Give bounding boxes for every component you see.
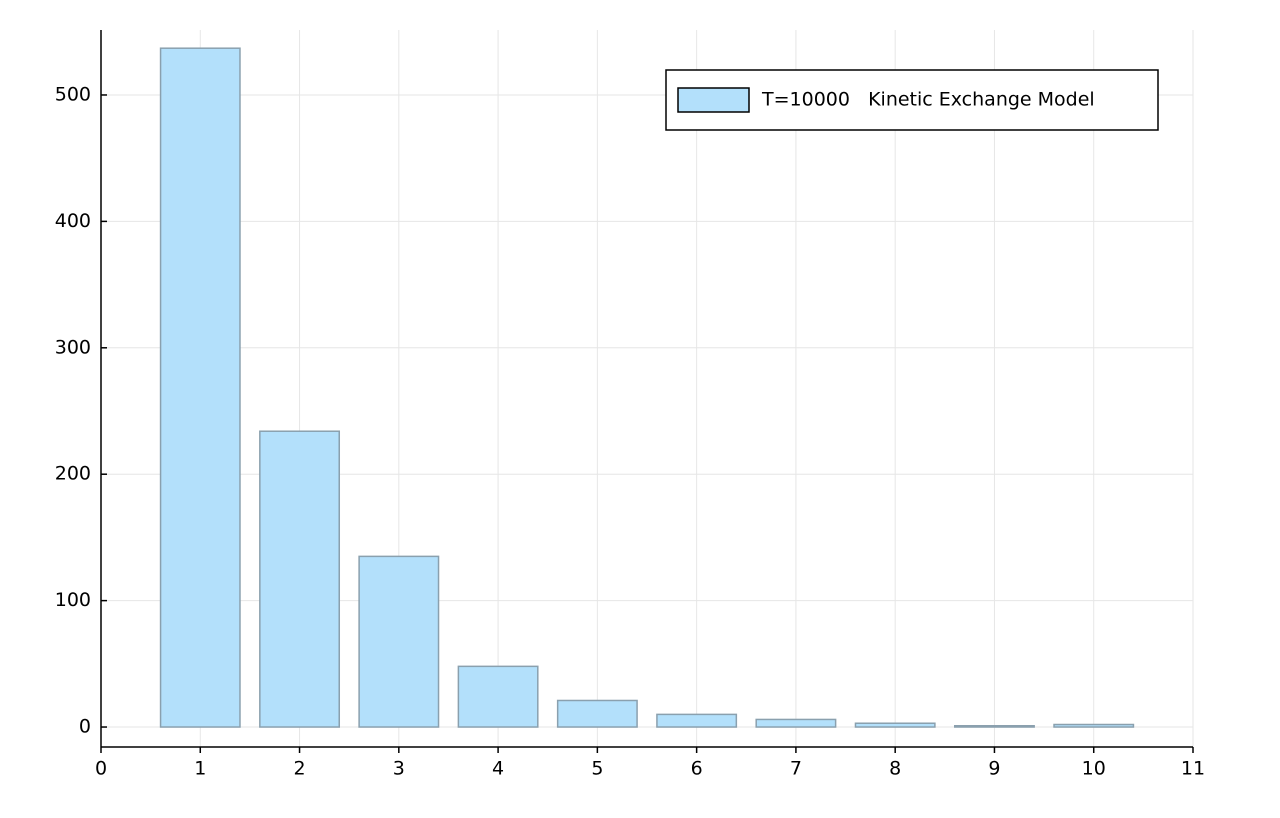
x-tick-label: 11 bbox=[1181, 758, 1205, 780]
x-tick-label: 1 bbox=[194, 758, 206, 780]
x-tick-label: 8 bbox=[889, 758, 901, 780]
y-tick-label: 0 bbox=[79, 716, 91, 738]
bar bbox=[556, 699, 638, 728]
bar bbox=[953, 725, 1035, 728]
bar bbox=[259, 430, 341, 728]
y-tick-label: 500 bbox=[55, 83, 91, 105]
bar bbox=[656, 713, 738, 728]
bar bbox=[1053, 723, 1135, 728]
x-tick-label: 3 bbox=[393, 758, 405, 780]
y-tick-label: 400 bbox=[55, 210, 91, 232]
x-tick-label: 2 bbox=[293, 758, 305, 780]
y-tick-label: 300 bbox=[55, 336, 91, 358]
legend-swatch bbox=[677, 87, 750, 113]
legend-label: T=10000 Kinetic Exchange Model bbox=[761, 89, 1095, 111]
y-tick-label: 100 bbox=[55, 589, 91, 611]
y-tick-label: 200 bbox=[55, 463, 91, 485]
x-tick-label: 5 bbox=[591, 758, 603, 780]
bar bbox=[159, 47, 241, 728]
x-tick-label: 4 bbox=[492, 758, 504, 780]
bar bbox=[755, 718, 837, 728]
x-tick-label: 6 bbox=[691, 758, 703, 780]
bar bbox=[854, 722, 936, 728]
x-tick-label: 0 bbox=[95, 758, 107, 780]
x-tick-label: 7 bbox=[790, 758, 802, 780]
bar bbox=[358, 555, 440, 728]
bar bbox=[457, 665, 539, 728]
x-tick-label: 10 bbox=[1082, 758, 1106, 780]
x-tick-label: 9 bbox=[988, 758, 1000, 780]
